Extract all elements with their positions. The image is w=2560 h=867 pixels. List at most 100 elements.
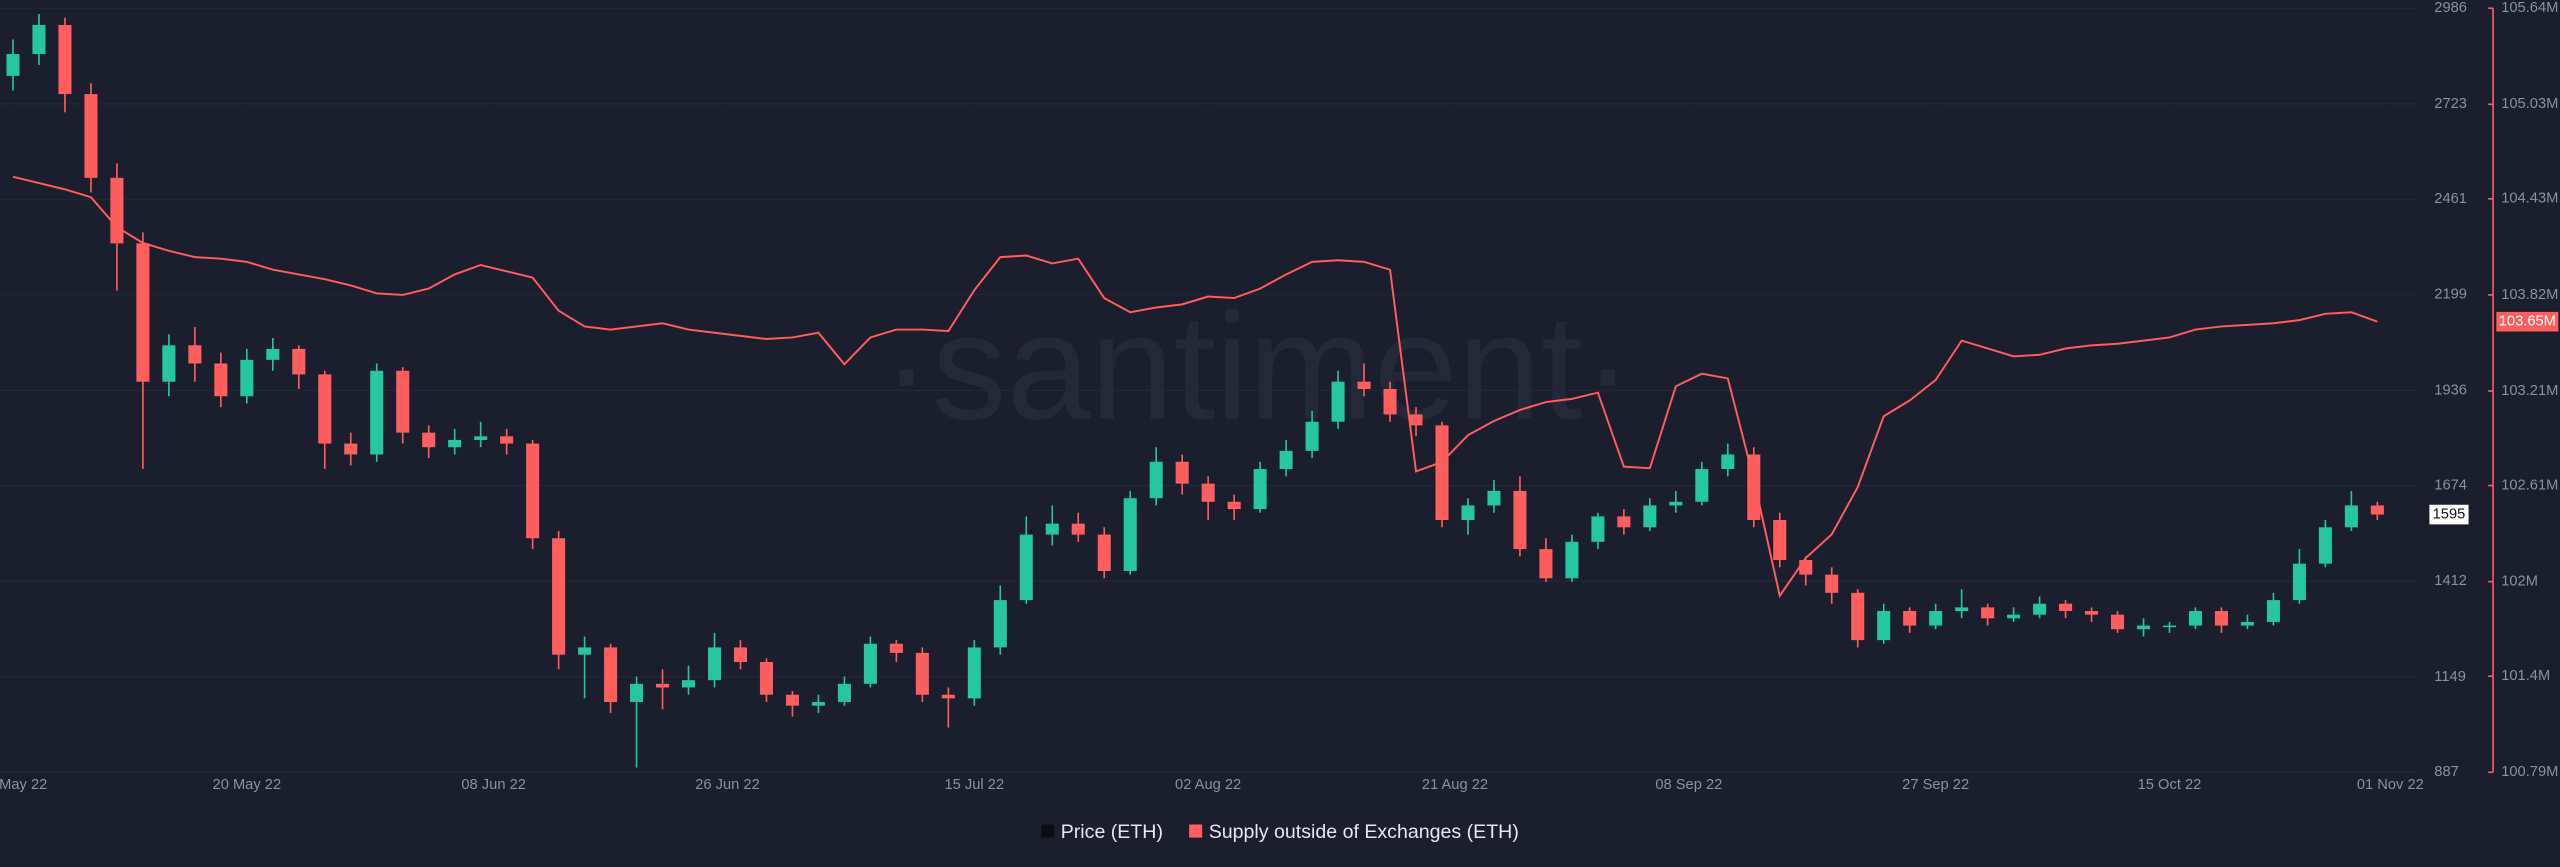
legend-label: Supply outside of Exchanges (ETH): [1209, 821, 1519, 843]
candle-body: [1747, 454, 1761, 521]
candle-body: [162, 345, 176, 382]
candle-body: [604, 647, 618, 703]
candle-body: [370, 370, 384, 455]
candle-body: [214, 363, 228, 397]
candle-body: [2188, 611, 2203, 626]
candle-body: [2292, 563, 2306, 601]
y2-tick-label: 104.43M: [2501, 191, 2558, 207]
x-tick-label: 21 Aug 22: [1422, 777, 1488, 793]
candle-body: [344, 443, 358, 455]
y-tick-label: 2199: [2434, 287, 2467, 303]
candle-body: [1721, 454, 1735, 470]
candle-body: [318, 374, 332, 444]
candle-body: [1695, 469, 1709, 502]
y-tick-label: 2986: [2434, 0, 2467, 16]
candle-body: [1019, 534, 1033, 601]
candle-body: [422, 432, 436, 448]
candle-body: [1331, 381, 1345, 422]
candle-body: [656, 683, 670, 688]
candle-body: [2085, 611, 2099, 615]
candle-body: [1253, 469, 1267, 510]
candle-body: [1357, 381, 1371, 389]
legend-label: Price (ETH): [1061, 821, 1163, 843]
candle-body: [1773, 520, 1787, 561]
y2-tick-label: 100.79M: [2501, 764, 2558, 780]
watermark: ·santiment·: [882, 282, 1633, 450]
supply-line: [12, 175, 2378, 599]
price-badge-bg: [2429, 504, 2469, 525]
x-tick-label: 15 Oct 22: [2138, 777, 2202, 793]
x-tick-label: 01 Nov 22: [2357, 777, 2424, 793]
candle-body: [2318, 527, 2332, 564]
candle-body: [1955, 607, 1969, 612]
candle-body: [2370, 505, 2384, 515]
x-tick-label: 02 May 22: [0, 777, 47, 793]
candle-body: [915, 652, 929, 695]
candle-body: [6, 54, 20, 76]
candle-body: [1591, 516, 1605, 542]
candle-body: [136, 243, 150, 382]
y-tick-label: 1674: [2434, 478, 2467, 494]
candle-body: [630, 683, 644, 703]
candle-body: [1825, 574, 1839, 593]
candle-body: [1149, 461, 1163, 499]
candle-body: [1643, 505, 1657, 528]
y2-tick-label: 103.82M: [2501, 287, 2558, 303]
candle-body: [448, 439, 462, 448]
candle-body: [578, 647, 592, 655]
candle-body: [526, 443, 540, 539]
candle-body: [1201, 483, 1215, 502]
candle-body: [811, 702, 825, 706]
candle-body: [889, 643, 903, 653]
candle-body: [2162, 625, 2177, 628]
candle-body: [1903, 611, 1917, 626]
candle-body: [2266, 600, 2280, 622]
candle-body: [785, 694, 799, 706]
candle-body: [1539, 549, 1553, 579]
candle-body: [1097, 534, 1111, 571]
supply-badge-bg: [2496, 311, 2559, 332]
candle-body: [759, 661, 773, 695]
candle-body: [396, 370, 410, 433]
y-tick-label: 2723: [2434, 96, 2467, 112]
candle-body: [707, 647, 722, 681]
x-tick-label: 15 Jul 22: [945, 777, 1005, 793]
legend-swatch: [1189, 824, 1203, 838]
candle-body: [1513, 490, 1527, 550]
candle-body: [1279, 450, 1293, 470]
legend: Price (ETH) Supply outside of Exchanges (…: [1041, 821, 1519, 843]
candle-body: [1617, 516, 1631, 528]
candle-body: [1409, 414, 1423, 426]
y-tick-label: 1149: [2434, 669, 2466, 685]
candle-body: [2033, 603, 2047, 615]
y2-tick-label: 102.61M: [2501, 477, 2558, 493]
candle-body: [1045, 523, 1059, 535]
candle-body: [1981, 607, 1995, 619]
candle-body: [2240, 621, 2254, 626]
candle-body: [941, 694, 955, 699]
x-tick-label: 08 Jun 22: [461, 777, 526, 793]
x-tick-label: 26 Jun 22: [695, 777, 760, 793]
y2-tick-label: 102M: [2501, 574, 2538, 590]
candle-body: [110, 177, 124, 244]
candle-body: [1123, 498, 1137, 571]
legend-swatch: [1041, 824, 1055, 838]
y2-tick-label: 105.64M: [2501, 0, 2558, 16]
candle-body: [84, 94, 98, 178]
candle-body: [1227, 501, 1241, 510]
candle-body: [1175, 461, 1189, 484]
y-tick-label: 1412: [2434, 573, 2467, 589]
candle-body: [500, 436, 514, 444]
x-tick-label: 20 May 22: [213, 777, 282, 793]
y2-tick-label: 103.21M: [2501, 383, 2558, 399]
candle-body: [967, 647, 981, 699]
candle-body: [1487, 490, 1501, 506]
candle-body: [681, 680, 696, 688]
y-tick-label: 2461: [2434, 191, 2467, 207]
candle-body: [1799, 560, 1813, 575]
supply-badge: 103.65M: [2499, 314, 2556, 330]
candle-body: [32, 24, 46, 55]
candle-body: [266, 348, 280, 360]
